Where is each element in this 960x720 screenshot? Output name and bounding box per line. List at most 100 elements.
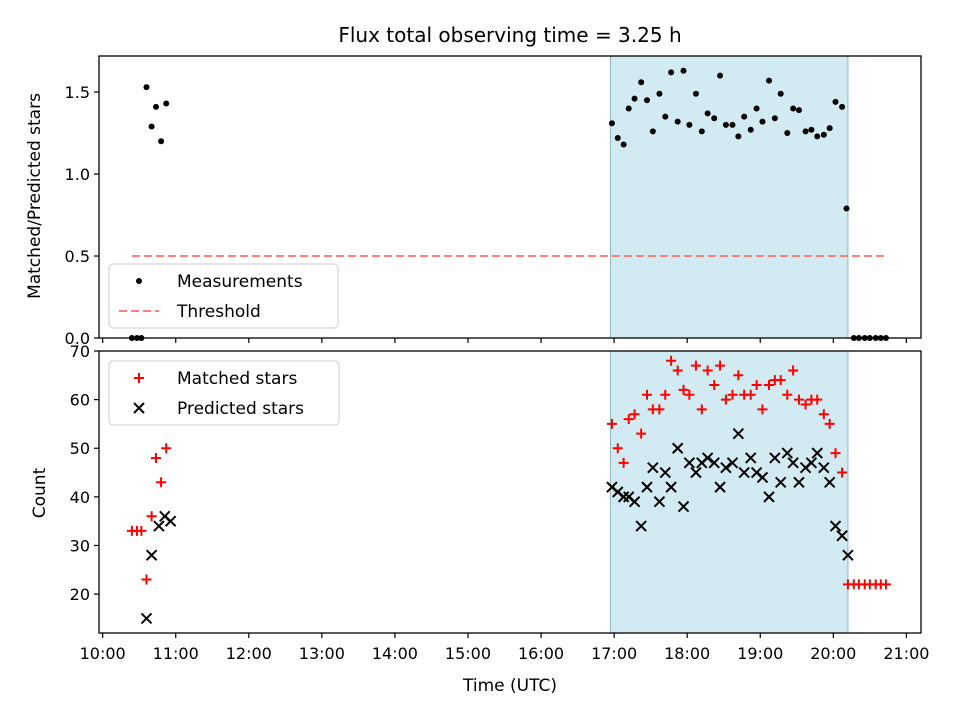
data-point bbox=[686, 121, 693, 128]
data-point bbox=[141, 574, 152, 585]
axes-frame bbox=[98, 350, 922, 634]
legend: Matched stars Predicted stars bbox=[108, 360, 340, 426]
y-tick-label: 30 bbox=[70, 536, 90, 555]
data-point bbox=[784, 130, 791, 137]
data-point bbox=[830, 448, 841, 459]
data-point bbox=[152, 103, 159, 110]
x-tick-label: 10:00 bbox=[80, 644, 126, 663]
data-point bbox=[156, 477, 167, 488]
data-point bbox=[631, 95, 638, 102]
data-point bbox=[704, 110, 711, 117]
shaded-region bbox=[609, 55, 849, 339]
data-point bbox=[811, 447, 823, 459]
x-tick-label: 12:00 bbox=[226, 644, 272, 663]
data-point bbox=[698, 128, 705, 135]
data-point bbox=[683, 457, 696, 469]
x-tick-label: 15:00 bbox=[445, 644, 491, 663]
data-point bbox=[756, 471, 769, 484]
data-point bbox=[140, 612, 153, 625]
y-tick-label: 50 bbox=[70, 439, 90, 458]
data-point bbox=[618, 457, 629, 468]
shaded-region bbox=[609, 350, 849, 634]
data-point bbox=[745, 389, 756, 400]
legend-marker bbox=[134, 373, 144, 383]
data-point bbox=[747, 126, 754, 133]
data-point bbox=[836, 530, 848, 542]
legend: Measurements Threshold bbox=[108, 263, 339, 329]
x-tick-label: 11:00 bbox=[153, 644, 199, 663]
data-point bbox=[644, 97, 650, 104]
series-matched-stars bbox=[126, 355, 891, 590]
data-point bbox=[642, 389, 652, 400]
data-point bbox=[660, 389, 671, 400]
series-predicted-stars bbox=[140, 427, 854, 625]
x-tick-label: 14:00 bbox=[372, 644, 418, 663]
data-point bbox=[782, 389, 793, 400]
data-point bbox=[763, 491, 775, 503]
y-tick-label: 40 bbox=[70, 488, 90, 507]
data-point bbox=[653, 496, 666, 508]
data-point bbox=[161, 443, 172, 454]
series-measurements bbox=[128, 67, 889, 341]
legend-label: Matched stars bbox=[177, 369, 297, 389]
data-point bbox=[623, 414, 634, 425]
data-point bbox=[150, 452, 161, 463]
data-point bbox=[726, 457, 739, 469]
data-point bbox=[818, 409, 829, 420]
data-point bbox=[818, 461, 830, 474]
data-point bbox=[146, 511, 157, 522]
data-point bbox=[738, 466, 750, 479]
data-point bbox=[696, 404, 707, 415]
data-point bbox=[709, 380, 720, 391]
data-point bbox=[628, 496, 641, 508]
y-tick-label: 60 bbox=[70, 391, 90, 410]
data-point bbox=[795, 107, 802, 114]
data-point bbox=[769, 452, 781, 464]
data-point bbox=[612, 443, 623, 454]
x-tick-label: 17:00 bbox=[591, 644, 637, 663]
data-point bbox=[832, 98, 839, 105]
data-point bbox=[777, 90, 784, 97]
axes-frame bbox=[98, 55, 922, 339]
data-point bbox=[701, 452, 714, 464]
data-point bbox=[741, 113, 748, 120]
data-point bbox=[656, 90, 663, 97]
data-point bbox=[708, 457, 720, 469]
y-tick-label: 0.5 bbox=[65, 247, 90, 266]
data-point bbox=[662, 113, 669, 120]
data-point bbox=[608, 120, 615, 127]
data-point bbox=[641, 481, 653, 493]
data-point bbox=[839, 103, 846, 110]
data-point bbox=[145, 549, 158, 561]
data-point bbox=[820, 131, 827, 138]
data-point bbox=[722, 121, 729, 128]
data-point bbox=[617, 491, 630, 503]
y-tick-label: 0.0 bbox=[65, 329, 90, 348]
top-plot: 0.0 0.5 1.0 1.5 Measurements Threshold bbox=[65, 55, 922, 348]
data-point bbox=[625, 105, 632, 112]
data-point bbox=[757, 404, 768, 415]
data-point bbox=[787, 457, 799, 469]
data-point bbox=[843, 205, 850, 212]
data-point bbox=[668, 69, 675, 76]
data-point bbox=[727, 389, 738, 400]
data-point bbox=[677, 500, 690, 513]
data-point bbox=[665, 481, 677, 493]
y-tick-label: 1.5 bbox=[65, 83, 90, 102]
data-point bbox=[805, 457, 818, 469]
data-point bbox=[635, 520, 647, 532]
data-point bbox=[790, 105, 797, 112]
x-tick-label: 18:00 bbox=[664, 644, 710, 663]
data-point bbox=[672, 365, 683, 376]
x-tick-label: 19:00 bbox=[737, 644, 783, 663]
data-point bbox=[649, 128, 656, 135]
data-point bbox=[714, 481, 726, 493]
data-point bbox=[143, 84, 150, 91]
legend-label: Threshold bbox=[176, 302, 261, 322]
data-point bbox=[766, 77, 773, 84]
data-point bbox=[659, 466, 671, 479]
data-point bbox=[136, 525, 147, 536]
data-point bbox=[771, 115, 778, 122]
data-point bbox=[690, 360, 701, 371]
data-point bbox=[684, 389, 695, 400]
